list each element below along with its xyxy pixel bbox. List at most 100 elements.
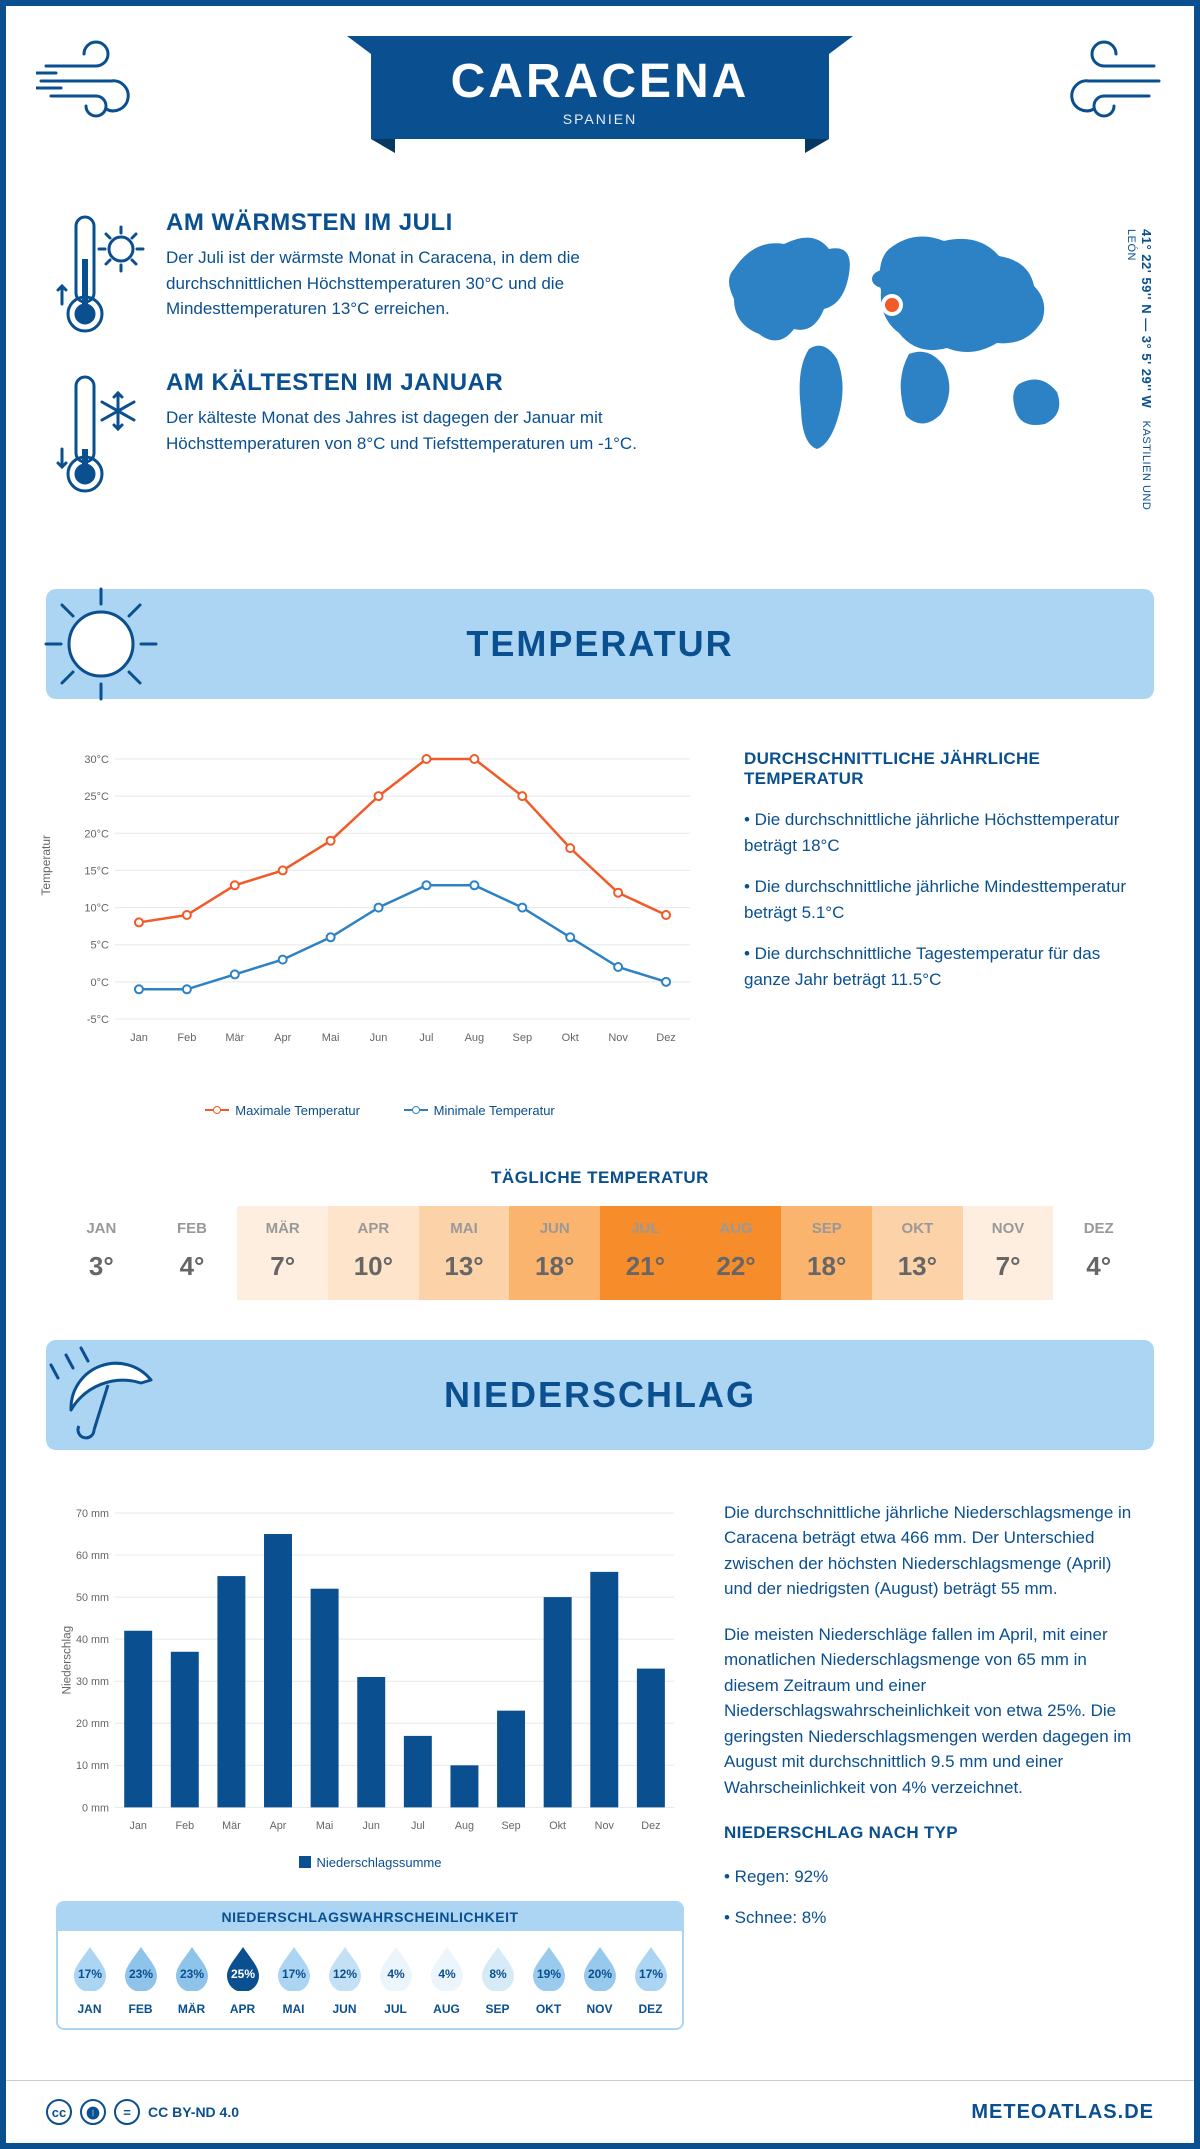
daily-temp-table: JAN3° FEB4° MÄR7° APR10° MAI13° JUN18° J…: [56, 1206, 1144, 1300]
temperature-legend: .legend-line[style*='f15a29']::before{bo…: [56, 1099, 704, 1118]
probability-box: NIEDERSCHLAGSWAHRSCHEINLICHKEIT 17% JAN …: [56, 1901, 684, 2030]
svg-text:Jul: Jul: [411, 1819, 425, 1831]
page-title: CARACENA: [451, 54, 750, 109]
temperature-title: TEMPERATUR: [466, 623, 733, 665]
probability-cell: 23% FEB: [117, 1943, 164, 2016]
nd-icon: =: [114, 2099, 140, 2125]
coldest-block: AM KÄLTESTEN IM JANUAR Der kälteste Mona…: [56, 369, 674, 499]
header: CARACENA SPANIEN: [6, 6, 1194, 189]
svg-text:Jul: Jul: [419, 1032, 433, 1044]
svg-text:Mai: Mai: [322, 1032, 340, 1044]
daily-cell: JUN18°: [509, 1206, 600, 1300]
precipitation-chart: 0 mm 10 mm 20 mm 30 mm 40 mm 50 mm 60 mm 70 mm J…: [56, 1500, 684, 1872]
svg-text:-5°C: -5°C: [87, 1014, 109, 1026]
svg-text:60 mm: 60 mm: [76, 1549, 109, 1561]
svg-text:Nov: Nov: [608, 1032, 628, 1044]
daily-cell: JUL21°: [600, 1206, 691, 1300]
probability-cell: 19% OKT: [525, 1943, 572, 2016]
svg-text:70 mm: 70 mm: [76, 1507, 109, 1519]
page-frame: CARACENA SPANIEN: [0, 0, 1200, 2149]
bytype-item: • Schnee: 8%: [724, 1905, 1144, 1931]
page-subtitle: SPANIEN: [451, 111, 750, 127]
svg-text:10°C: 10°C: [84, 903, 109, 915]
svg-text:Mär: Mär: [225, 1032, 244, 1044]
svg-text:Sep: Sep: [513, 1032, 533, 1044]
title-banner: CARACENA SPANIEN: [371, 36, 830, 139]
temperature-chart: Temperatur -5°C0°C5°C10°C15°C20°C25°C30°…: [56, 749, 704, 1118]
svg-text:4%: 4%: [387, 1967, 405, 1981]
precipitation-legend: Niederschlagssumme: [56, 1855, 684, 1872]
thermometer-cold-icon: [56, 369, 146, 499]
daily-cell: NOV7°: [963, 1206, 1054, 1300]
svg-text:Niederschlag: Niederschlag: [61, 1625, 74, 1694]
coordinates: 41° 22' 59'' N — 3° 5' 29'' W KASTILIEN …: [1124, 229, 1154, 529]
temperature-banner: TEMPERATUR: [46, 589, 1154, 699]
svg-text:10 mm: 10 mm: [76, 1760, 109, 1772]
svg-text:20°C: 20°C: [84, 828, 109, 840]
svg-text:Apr: Apr: [270, 1819, 287, 1831]
daily-cell: APR10°: [328, 1206, 419, 1300]
temperature-info: DURCHSCHNITTLICHE JÄHRLICHE TEMPERATUR •…: [744, 749, 1144, 1118]
probability-cell: 17% DEZ: [627, 1943, 674, 2016]
svg-text:Dez: Dez: [641, 1819, 660, 1831]
svg-text:Dez: Dez: [656, 1032, 676, 1044]
intro-section: AM WÄRMSTEN IM JULI Der Juli ist der wär…: [6, 189, 1194, 569]
svg-text:Apr: Apr: [274, 1032, 291, 1044]
cc-icon: cc: [46, 2099, 72, 2125]
probability-cell: 8% SEP: [474, 1943, 521, 2016]
svg-text:Jan: Jan: [130, 1032, 148, 1044]
daily-cell: MÄR7°: [237, 1206, 328, 1300]
probability-cell: 23% MÄR: [168, 1943, 215, 2016]
svg-text:17%: 17%: [281, 1967, 305, 1981]
umbrella-icon: [36, 1330, 166, 1460]
svg-text:20%: 20%: [587, 1967, 611, 1981]
svg-text:25%: 25%: [230, 1967, 254, 1981]
svg-text:4%: 4%: [438, 1967, 456, 1981]
svg-text:17%: 17%: [77, 1967, 101, 1981]
probability-cell: 4% AUG: [423, 1943, 470, 2016]
svg-text:Sep: Sep: [501, 1819, 520, 1831]
sun-icon: [36, 579, 166, 709]
svg-text:17%: 17%: [638, 1967, 662, 1981]
svg-text:0°C: 0°C: [91, 977, 110, 989]
info-bullet: • Die durchschnittliche jährliche Mindes…: [744, 874, 1144, 925]
daily-cell: OKT13°: [872, 1206, 963, 1300]
svg-text:Okt: Okt: [562, 1032, 579, 1044]
svg-text:8%: 8%: [489, 1967, 507, 1981]
info-bullet: • Die durchschnittliche Tagestemperatur …: [744, 941, 1144, 992]
svg-text:20 mm: 20 mm: [76, 1718, 109, 1730]
precipitation-info: Die durchschnittliche jährliche Niedersc…: [724, 1500, 1144, 2031]
precipitation-title: NIEDERSCHLAG: [444, 1374, 756, 1416]
svg-text:30°C: 30°C: [84, 754, 109, 766]
svg-text:Jan: Jan: [129, 1819, 146, 1831]
coldest-text: Der kälteste Monat des Jahres ist dagege…: [166, 405, 674, 456]
warmest-text: Der Juli ist der wärmste Monat in Carace…: [166, 245, 674, 322]
warmest-block: AM WÄRMSTEN IM JULI Der Juli ist der wär…: [56, 209, 674, 339]
svg-text:30 mm: 30 mm: [76, 1676, 109, 1688]
site-name: METEOATLAS.DE: [971, 2101, 1154, 2124]
svg-text:15°C: 15°C: [84, 865, 109, 877]
probability-cell: 12% JUN: [321, 1943, 368, 2016]
svg-text:0 mm: 0 mm: [82, 1802, 109, 1814]
world-map-icon: [704, 209, 1114, 469]
svg-text:25°C: 25°C: [84, 791, 109, 803]
daily-cell: AUG22°: [691, 1206, 782, 1300]
svg-text:50 mm: 50 mm: [76, 1592, 109, 1604]
svg-text:Jun: Jun: [370, 1032, 388, 1044]
daily-cell: MAI13°: [419, 1206, 510, 1300]
svg-text:40 mm: 40 mm: [76, 1634, 109, 1646]
svg-text:Jun: Jun: [363, 1819, 380, 1831]
probability-cell: 4% JUL: [372, 1943, 419, 2016]
svg-text:Feb: Feb: [176, 1819, 195, 1831]
warmest-heading: AM WÄRMSTEN IM JULI: [166, 209, 674, 237]
daily-temp-heading: TÄGLICHE TEMPERATUR: [6, 1168, 1194, 1188]
wind-icon: [1044, 36, 1164, 126]
footer: cc 🅘 = CC BY-ND 4.0 METEOATLAS.DE: [6, 2080, 1194, 2143]
svg-text:Feb: Feb: [177, 1032, 196, 1044]
svg-text:Mär: Mär: [222, 1819, 241, 1831]
wind-icon: [36, 36, 156, 126]
thermometer-hot-icon: [56, 209, 146, 339]
svg-text:23%: 23%: [128, 1967, 152, 1981]
probability-cell: 20% NOV: [576, 1943, 623, 2016]
bytype-item: • Regen: 92%: [724, 1864, 1144, 1890]
